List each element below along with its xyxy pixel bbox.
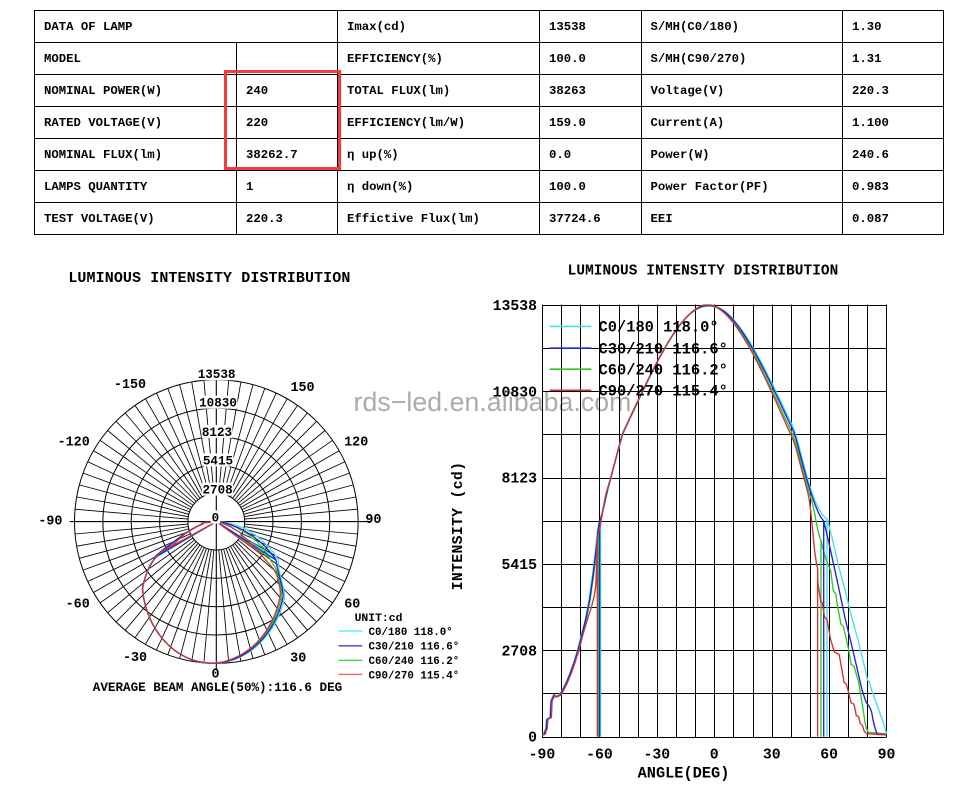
svg-text:C90/270 115.4°: C90/270 115.4° [599, 383, 728, 401]
svg-text:90: 90 [365, 513, 381, 528]
svg-text:0: 0 [211, 668, 219, 683]
svg-text:-30: -30 [643, 748, 670, 764]
svg-text:LUMINOUS INTENSITY DISTRIBUTIO: LUMINOUS INTENSITY DISTRIBUTION [68, 270, 350, 287]
svg-text:UNIT:cd: UNIT:cd [355, 613, 403, 625]
svg-text:INTENSITY (cd): INTENSITY (cd) [451, 462, 467, 591]
svg-text:-90: -90 [529, 748, 556, 764]
svg-text:-60: -60 [586, 748, 613, 764]
svg-text:-90: -90 [38, 515, 62, 530]
svg-text:120: 120 [344, 436, 368, 451]
svg-text:-120: -120 [58, 436, 90, 451]
svg-text:C60/240 116.2°: C60/240 116.2° [599, 361, 728, 379]
svg-text:C30/210 116.6°: C30/210 116.6° [369, 642, 460, 654]
svg-text:5415: 5415 [501, 558, 537, 574]
svg-text:0: 0 [710, 748, 719, 764]
svg-text:60: 60 [344, 597, 360, 612]
svg-text:5415: 5415 [203, 455, 233, 469]
svg-text:C0/180 118.0°: C0/180 118.0° [369, 627, 453, 639]
svg-text:-60: -60 [66, 597, 90, 612]
svg-text:60: 60 [820, 748, 838, 764]
svg-text:-150: -150 [114, 378, 146, 393]
svg-text:C0/180 118.0°: C0/180 118.0° [599, 319, 719, 337]
svg-text:30: 30 [763, 748, 781, 764]
svg-text:C90/270 115.4°: C90/270 115.4° [369, 670, 460, 682]
svg-text:2708: 2708 [202, 484, 232, 498]
svg-text:90: 90 [878, 748, 896, 764]
svg-text:10830: 10830 [199, 397, 237, 411]
svg-text:2708: 2708 [501, 644, 537, 660]
svg-text:-30: -30 [123, 651, 147, 666]
svg-text:8123: 8123 [202, 426, 232, 440]
svg-text:C30/210 116.6°: C30/210 116.6° [599, 340, 728, 358]
svg-text:13538: 13538 [493, 299, 538, 315]
svg-text:ANGLE(DEG): ANGLE(DEG) [638, 765, 730, 783]
svg-text:0: 0 [528, 731, 537, 747]
svg-text:LUMINOUS INTENSITY DISTRIBUTIO: LUMINOUS INTENSITY DISTRIBUTION [568, 264, 839, 280]
svg-text:30: 30 [290, 651, 306, 666]
svg-text:10830: 10830 [493, 385, 538, 401]
svg-text:C60/240 116.2°: C60/240 116.2° [369, 656, 460, 668]
svg-text:13538: 13538 [198, 368, 236, 382]
svg-text:8123: 8123 [501, 472, 537, 488]
svg-text:AVERAGE BEAM ANGLE(50%):116.6: AVERAGE BEAM ANGLE(50%):116.6 DEG [93, 681, 342, 695]
svg-text:0: 0 [212, 512, 220, 526]
svg-text:150: 150 [290, 381, 314, 396]
